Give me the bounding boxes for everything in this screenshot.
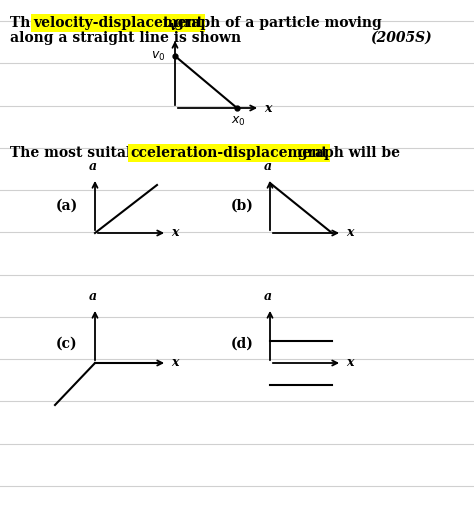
Text: The: The (10, 16, 44, 30)
Text: (d): (d) (230, 337, 254, 351)
Text: a: a (264, 160, 272, 173)
Text: (b): (b) (230, 199, 254, 213)
Text: (c): (c) (56, 337, 78, 351)
Text: x: x (264, 101, 272, 115)
Text: x: x (171, 356, 179, 370)
Text: cceleration-displacement: cceleration-displacement (130, 146, 328, 160)
Text: x: x (171, 227, 179, 240)
Text: v: v (169, 20, 177, 33)
Text: x: x (346, 356, 354, 370)
Text: (2005S): (2005S) (370, 31, 432, 45)
Text: a: a (89, 160, 97, 173)
Text: x: x (346, 227, 354, 240)
Text: velocity-displacement: velocity-displacement (33, 16, 203, 30)
Text: graph will be: graph will be (293, 146, 400, 160)
Text: The most suitable a: The most suitable a (10, 146, 164, 160)
Text: a: a (264, 290, 272, 303)
Text: $v_0$: $v_0$ (151, 50, 165, 62)
Text: along a straight line is shown: along a straight line is shown (10, 31, 241, 45)
Text: (a): (a) (56, 199, 78, 213)
Text: t graph of a particle moving: t graph of a particle moving (163, 16, 382, 30)
Text: a: a (89, 290, 97, 303)
Text: $x_0$: $x_0$ (231, 115, 246, 128)
